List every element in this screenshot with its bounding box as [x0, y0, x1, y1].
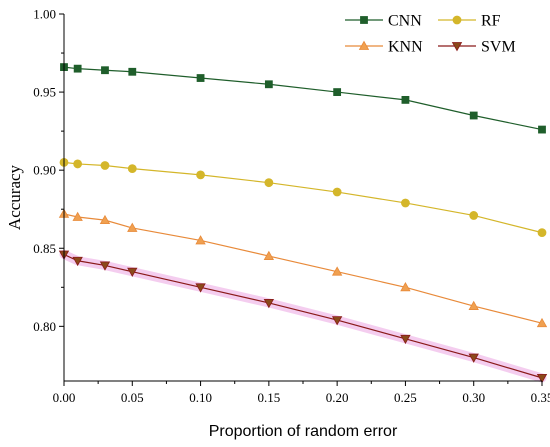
legend-knn-marker: [358, 40, 370, 50]
cnn-point: [469, 111, 478, 120]
knn-point: [536, 317, 548, 328]
svm-point: [536, 373, 548, 384]
knn-point: [195, 235, 206, 245]
svm-point: [468, 353, 479, 363]
x-tick-label: 0.25: [394, 390, 417, 405]
x-tick-label: 0.15: [257, 390, 280, 405]
svm-point: [99, 261, 111, 271]
legend: CNN RF KNN SVM: [345, 13, 516, 56]
svm-point: [72, 256, 83, 267]
legend-svm-label: SVM: [481, 39, 516, 56]
svm-point: [331, 316, 343, 326]
y-tick-label: 0.95: [33, 85, 56, 100]
knn-point: [72, 211, 83, 221]
x-tick-label: 0.00: [53, 390, 76, 405]
svm-series-line: [63, 253, 543, 379]
knn-point: [400, 281, 411, 292]
rf-point: [196, 170, 205, 180]
cnn-point: [538, 125, 546, 134]
x-tick-label: 0.10: [189, 390, 212, 405]
cnn-point: [101, 66, 109, 75]
knn-point: [331, 266, 343, 276]
x-axis-title: Proportion of random error: [209, 423, 398, 440]
rf-point: [100, 161, 110, 170]
x-tick-label: 0.30: [462, 390, 485, 405]
y-tick-label: 0.85: [33, 241, 56, 256]
y-axis-title: Accuracy: [5, 164, 24, 230]
legend-rf-marker: [452, 15, 462, 25]
knn-series-line: [63, 213, 543, 324]
cnn-point: [73, 64, 82, 73]
legend-svm-marker: [451, 42, 463, 52]
cnn-series-line: [63, 66, 543, 131]
svm-point: [400, 334, 411, 345]
legend-cnn-marker: [360, 16, 368, 24]
svm-point: [195, 283, 206, 293]
cnn-point: [196, 74, 205, 82]
x-tick-label: 0.05: [121, 390, 144, 405]
y-tick-label: 0.80: [33, 319, 56, 334]
cnn-point: [401, 95, 410, 104]
cnn-point: [264, 80, 273, 89]
x-tick-label: 0.35: [531, 390, 550, 405]
x-tick-label: 0.20: [326, 390, 349, 405]
legend-rf-label: RF: [481, 13, 501, 30]
cnn-point: [333, 88, 342, 96]
legend-cnn-label: CNN: [388, 13, 422, 30]
legend-knn-label: KNN: [388, 39, 423, 56]
rf-point: [469, 211, 479, 220]
rf-point: [73, 159, 83, 169]
svm-point: [263, 299, 275, 309]
y-tick-label: 1.00: [33, 7, 56, 22]
rf-point: [537, 228, 547, 238]
knn-point: [263, 250, 275, 260]
rf-point: [127, 164, 137, 174]
rf-point: [332, 187, 342, 197]
rf-series-line: [63, 161, 543, 234]
knn-point: [468, 300, 479, 310]
plot-area: [58, 63, 548, 384]
y-tick-label: 0.90: [33, 163, 56, 178]
rf-point: [401, 198, 410, 208]
rf-point: [264, 178, 274, 188]
knn-point: [127, 222, 138, 232]
knn-point: [99, 214, 111, 225]
axes: 0.00 0.05 0.10 0.15 0.20 0.25 0.30 0.35 0.80 0.85…: [33, 7, 550, 406]
cnn-point: [128, 67, 137, 76]
svm-point: [127, 267, 138, 277]
